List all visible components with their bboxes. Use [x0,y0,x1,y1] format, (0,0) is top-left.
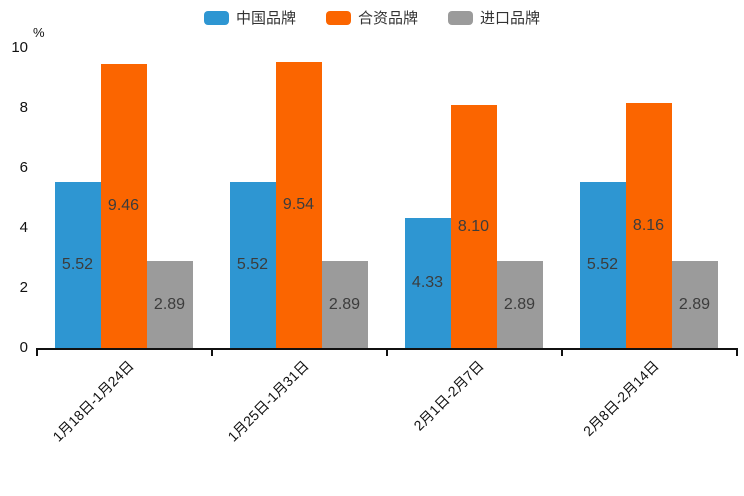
bar-value-label: 8.16 [632,216,665,234]
bar-value-label: 2.89 [503,295,536,313]
bar-series-3-group-4: 2.89 [671,261,718,348]
legend-item-3[interactable]: 进口品牌 [448,7,540,28]
bar-series-1-group-4: 5.52 [579,182,626,348]
bar-series-3-group-1: 2.89 [146,261,193,348]
bar-value-label: 5.52 [236,256,269,274]
bar-value-label: 5.52 [586,256,619,274]
bar-value-label: 9.54 [282,195,315,213]
bar-series-3-group-2: 2.89 [321,261,368,348]
bar-series-2-group-2: 9.54 [275,61,322,348]
legend-item-label: 进口品牌 [480,10,541,27]
x-axis-tick [386,350,388,356]
plot-area: 0 2 4 6 8 10 5.52 9.46 2.89 1月18日-1月24日 5.52 9.54 2.… [11,40,738,445]
x-axis-tick [561,350,563,356]
x-axis-line [36,348,738,350]
bar-value-label: 2.89 [153,295,186,313]
bar-series-2-group-1: 9.46 [100,64,147,348]
bar-series-2-group-3: 8.10 [450,105,497,348]
bar-value-label: 5.52 [61,256,94,274]
bar-value-label: 2.89 [328,295,361,313]
y-tick-label: 8 [19,99,28,116]
bar-series-2-group-4: 8.16 [625,103,672,348]
bar-series-1-group-2: 5.52 [229,182,276,348]
legend-swatch-icon [448,10,473,25]
bar-value-label: 9.46 [107,197,140,215]
bar-series-3-group-3: 2.89 [496,261,543,348]
y-tick-label: 6 [19,159,28,176]
bar-series-1-group-1: 5.52 [54,182,101,348]
x-axis-tick [36,350,38,356]
y-tick-label: 0 [19,339,28,356]
x-axis-tick [211,350,213,356]
bar-value-label: 4.33 [411,274,444,292]
legend: 中国品牌 合资品牌 进口品牌 [0,7,744,28]
legend-item-label: 合资品牌 [357,10,418,27]
legend-item-1[interactable]: 中国品牌 [203,7,296,28]
legend-item-2[interactable]: 合资品牌 [325,7,418,28]
legend-swatch-icon [325,10,351,25]
legend-item-label: 中国品牌 [235,10,296,27]
bar-value-label: 2.89 [678,295,711,313]
y-tick-label: 2 [19,279,28,296]
x-axis-tick [736,350,738,356]
y-axis-unit-label: % [33,25,45,40]
bar-series-1-group-3: 4.33 [404,218,451,348]
bar-value-label: 8.10 [457,217,490,235]
x-axis-label: 1月18日-1月24日 [48,357,137,445]
y-tick-label: 10 [11,39,28,56]
y-tick-label: 4 [19,219,28,236]
legend-swatch-icon [203,10,229,25]
